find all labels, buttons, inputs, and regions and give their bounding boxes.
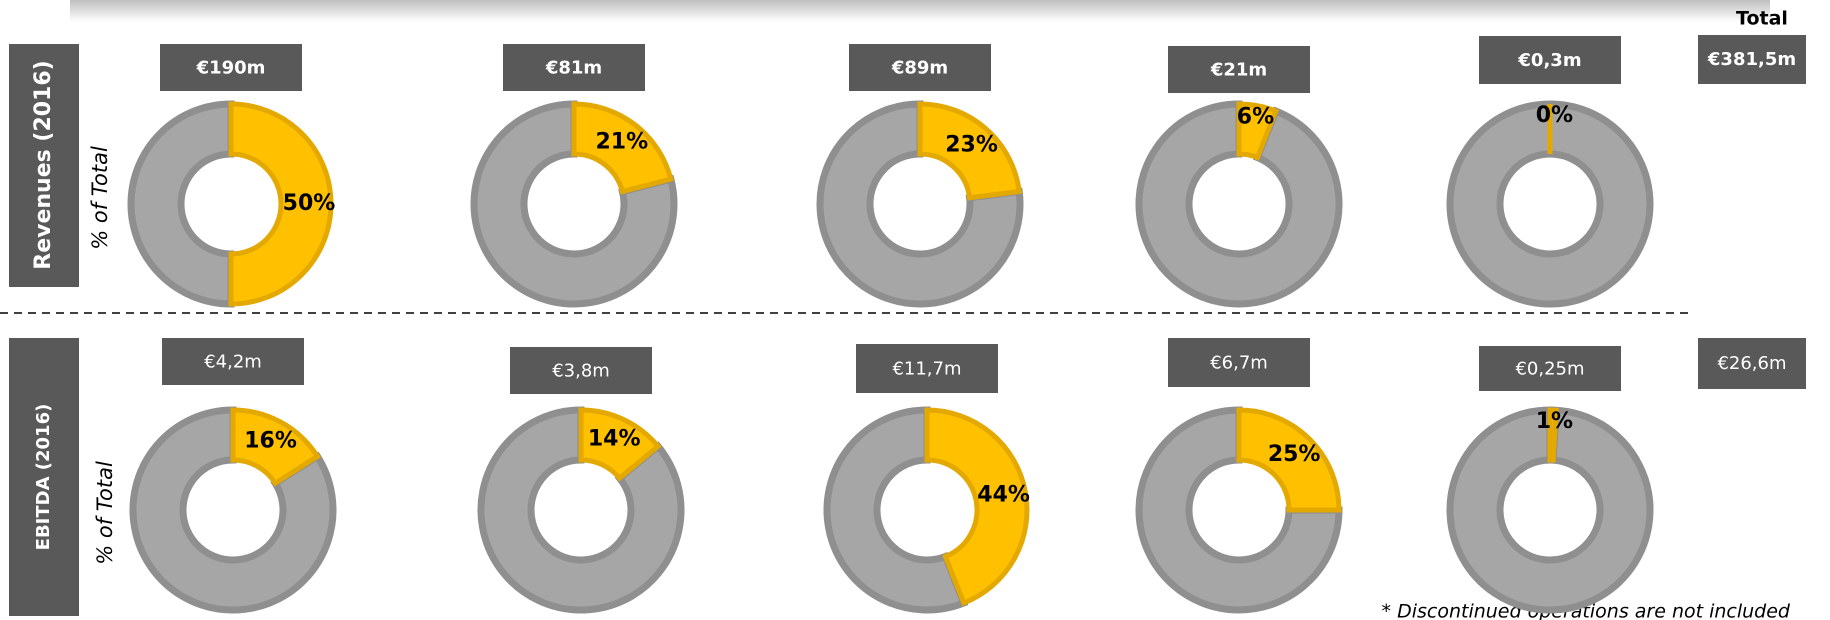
amount-box: [503, 44, 645, 91]
donut-rest: [477, 406, 685, 614]
donut-slice: [230, 407, 321, 487]
percent-label: 6%: [1237, 105, 1274, 130]
donut-rest: [1135, 100, 1343, 308]
percent-label: 21%: [595, 129, 648, 154]
donut-rest: [1446, 406, 1654, 614]
amount-box: [1479, 36, 1621, 84]
amount-label: €6,7m: [1210, 353, 1268, 374]
amount-label: €81m: [545, 58, 602, 79]
total-value: €381,5m: [1707, 49, 1796, 70]
donut-slice: [1236, 407, 1342, 513]
amount-box: [160, 44, 302, 91]
amount-box: [856, 344, 998, 393]
amount-box: [162, 338, 304, 385]
total-box: [1698, 338, 1806, 389]
donut-slice: [917, 101, 1023, 201]
header-band: [70, 0, 1770, 22]
donut-rest: [1446, 100, 1654, 308]
row-label: EBITDA (2016): [33, 404, 54, 551]
row-label-box: [9, 338, 79, 616]
amount-box: [510, 347, 652, 394]
donut-slice: [1236, 101, 1280, 161]
donut-slice: [228, 101, 334, 307]
donut-rest: [129, 406, 337, 614]
amount-box: [849, 44, 991, 91]
amount-label: €0,3m: [1517, 50, 1581, 71]
amount-label: €0,25m: [1515, 359, 1584, 380]
percent-label: 23%: [945, 132, 998, 157]
amount-box: [1168, 338, 1310, 387]
donut-rest: [816, 100, 1024, 308]
donut-slice: [924, 407, 1030, 607]
donut-slice: [578, 407, 662, 482]
percent-label: 16%: [244, 429, 297, 454]
amount-label: €21m: [1210, 60, 1267, 81]
amount-label: €4,2m: [204, 352, 262, 373]
row-label: Revenues (2016): [31, 60, 56, 269]
donut-rest: [127, 100, 235, 308]
percent-label: 0%: [1536, 103, 1573, 128]
amount-label: €3,8m: [552, 361, 610, 382]
percent-label: 25%: [1268, 442, 1321, 467]
percent-label: 50%: [283, 191, 336, 216]
amount-label: €11,7m: [892, 359, 961, 380]
percent-label: 1%: [1536, 409, 1573, 434]
amount-label: €190m: [196, 58, 266, 79]
total-box: [1698, 35, 1806, 84]
amount-label: €89m: [891, 58, 948, 79]
donut-rest: [470, 100, 678, 308]
percent-label: 44%: [977, 482, 1030, 507]
percent-label: 14%: [588, 426, 641, 451]
total-value: €26,6m: [1717, 353, 1786, 374]
donut-rest: [1135, 406, 1343, 614]
row-sublabel: % of Total: [88, 146, 112, 250]
donut-rest: [823, 406, 969, 614]
amount-box: [1479, 346, 1621, 391]
donut-slice: [1547, 407, 1559, 463]
row-label-box: [9, 44, 79, 287]
amount-box: [1168, 46, 1310, 93]
footnote: * Discontinued operations are not includ…: [1382, 601, 1791, 620]
total-heading: Total: [1736, 8, 1788, 30]
row-sublabel: % of Total: [93, 461, 117, 565]
donut-slice: [571, 101, 674, 195]
